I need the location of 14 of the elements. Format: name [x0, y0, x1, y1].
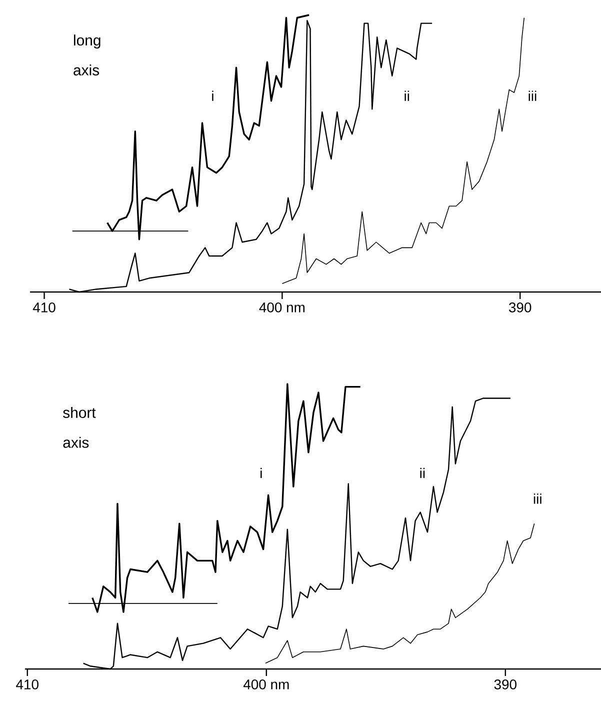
series-label: iii [528, 90, 536, 101]
series-label: iii [534, 494, 542, 504]
text: short axis [63, 406, 96, 448]
x-tick-label: 400 nm [259, 302, 305, 312]
x-tick-label: 390 [508, 302, 532, 312]
series-label: i [260, 468, 262, 478]
x-tick-label: 410 [16, 680, 38, 690]
series-label: ii [404, 90, 410, 101]
series-label: ii [420, 468, 425, 478]
x-tick-label: 400 nm [243, 680, 289, 690]
x-tick-label: 390 [494, 680, 516, 690]
annotation: long axis [74, 34, 100, 76]
x-tick-label: 410 [32, 302, 56, 312]
series-label: i [212, 90, 214, 101]
